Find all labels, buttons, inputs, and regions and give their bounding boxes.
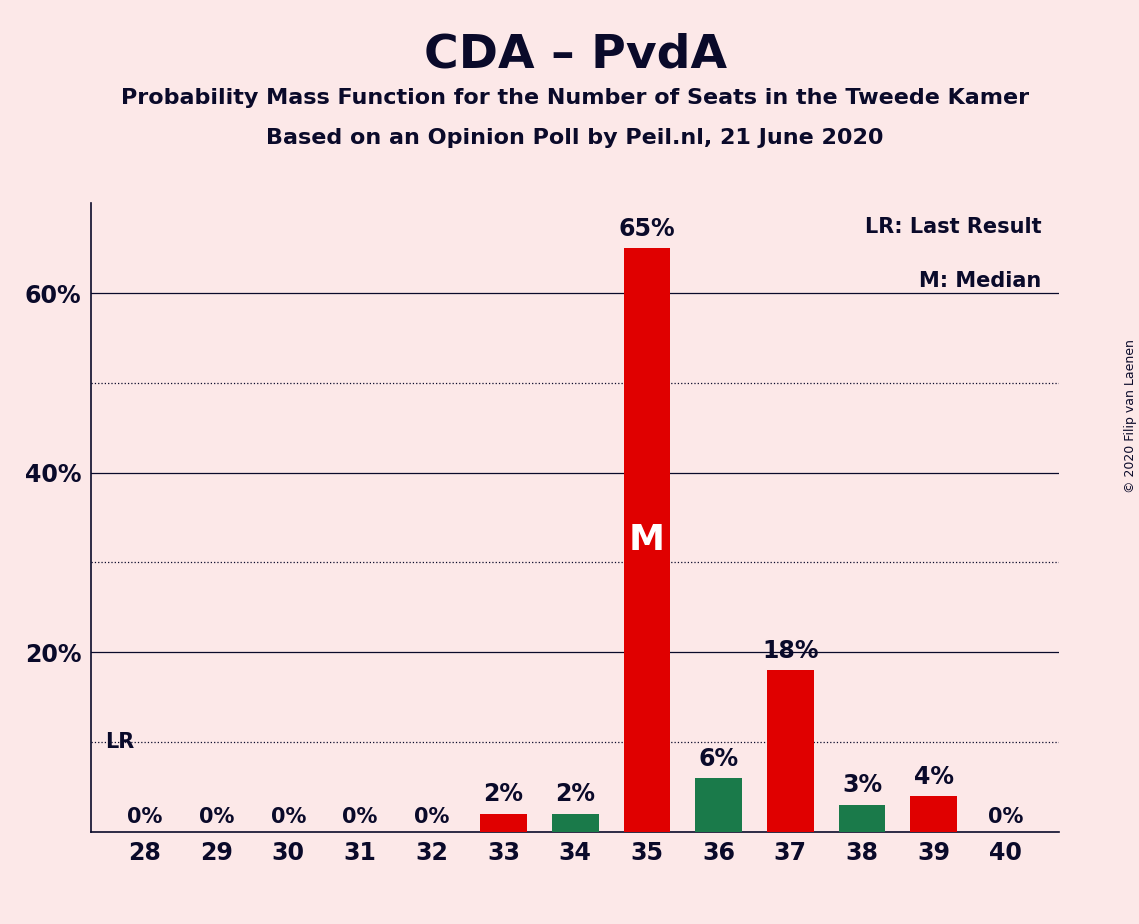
Text: CDA – PvdA: CDA – PvdA: [424, 32, 727, 78]
Text: Probability Mass Function for the Number of Seats in the Tweede Kamer: Probability Mass Function for the Number…: [121, 88, 1030, 108]
Bar: [838, 805, 885, 832]
Text: 0%: 0%: [199, 807, 235, 827]
Text: LR: Last Result: LR: Last Result: [865, 217, 1041, 237]
Text: 0%: 0%: [271, 807, 306, 827]
Bar: [624, 249, 670, 832]
Bar: [910, 796, 957, 832]
Bar: [552, 814, 598, 832]
Text: 6%: 6%: [698, 747, 739, 771]
Bar: [695, 778, 741, 832]
Text: 65%: 65%: [618, 217, 675, 241]
Text: LR: LR: [106, 732, 134, 752]
Text: 0%: 0%: [415, 807, 450, 827]
Text: 4%: 4%: [913, 764, 953, 788]
Text: 18%: 18%: [762, 638, 819, 663]
Text: M: Median: M: Median: [919, 271, 1041, 291]
Text: 0%: 0%: [988, 807, 1023, 827]
Text: 2%: 2%: [483, 783, 524, 807]
Text: 0%: 0%: [128, 807, 163, 827]
Text: © 2020 Filip van Laenen: © 2020 Filip van Laenen: [1124, 339, 1137, 492]
Bar: [481, 814, 526, 832]
Text: Based on an Opinion Poll by Peil.nl, 21 June 2020: Based on an Opinion Poll by Peil.nl, 21 …: [267, 128, 884, 148]
Text: 0%: 0%: [343, 807, 378, 827]
Bar: [767, 670, 813, 832]
Text: 3%: 3%: [842, 773, 882, 797]
Text: M: M: [629, 523, 665, 557]
Text: 2%: 2%: [555, 783, 596, 807]
